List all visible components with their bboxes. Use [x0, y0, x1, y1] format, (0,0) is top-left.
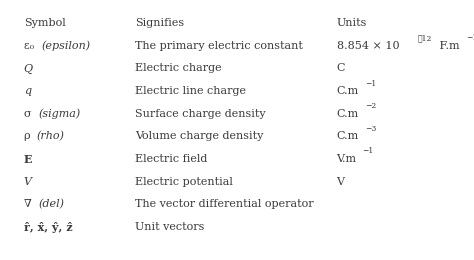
Text: Symbol: Symbol — [24, 18, 65, 28]
Text: Volume charge density: Volume charge density — [135, 131, 264, 141]
Text: V.m: V.m — [337, 154, 356, 164]
Text: E: E — [24, 154, 32, 165]
Text: σ: σ — [24, 109, 35, 119]
Text: −1: −1 — [365, 80, 376, 88]
Text: Signifies: Signifies — [135, 18, 184, 28]
Text: V: V — [337, 177, 345, 186]
Text: (rho): (rho) — [37, 131, 65, 142]
Text: C.m: C.m — [337, 131, 359, 141]
Text: Surface charge density: Surface charge density — [135, 109, 266, 119]
Text: Units: Units — [337, 18, 367, 28]
Text: (epsilon): (epsilon) — [41, 41, 91, 51]
Text: Electric line charge: Electric line charge — [135, 86, 246, 96]
Text: The primary electric constant: The primary electric constant — [135, 41, 303, 51]
Text: −1: −1 — [363, 147, 374, 155]
Text: The vector differential operator: The vector differential operator — [135, 199, 314, 209]
Text: Unit vectors: Unit vectors — [135, 222, 204, 232]
Text: Electric field: Electric field — [135, 154, 208, 164]
Text: Q: Q — [24, 63, 33, 74]
Text: (del): (del) — [38, 199, 64, 210]
Text: −1: −1 — [466, 34, 474, 42]
Text: −2: −2 — [365, 102, 376, 110]
Text: (sigma): (sigma) — [38, 109, 80, 119]
Text: ρ: ρ — [24, 131, 34, 141]
Text: ⁲12: ⁲12 — [417, 34, 432, 42]
Text: C.m: C.m — [337, 86, 359, 96]
Text: F.m: F.m — [436, 41, 459, 51]
Text: C.m: C.m — [337, 109, 359, 119]
Text: q: q — [24, 86, 31, 96]
Text: Electric potential: Electric potential — [135, 177, 233, 186]
Text: Electric charge: Electric charge — [135, 63, 222, 73]
Text: C: C — [337, 63, 345, 73]
Text: r̂, x̂, ŷ, ẑ: r̂, x̂, ŷ, ẑ — [24, 222, 73, 233]
Text: 8.854 × 10: 8.854 × 10 — [337, 41, 399, 51]
Text: V: V — [24, 177, 32, 186]
Text: ∇: ∇ — [24, 199, 35, 209]
Text: ε₀: ε₀ — [24, 41, 37, 51]
Text: −3: −3 — [365, 125, 377, 133]
